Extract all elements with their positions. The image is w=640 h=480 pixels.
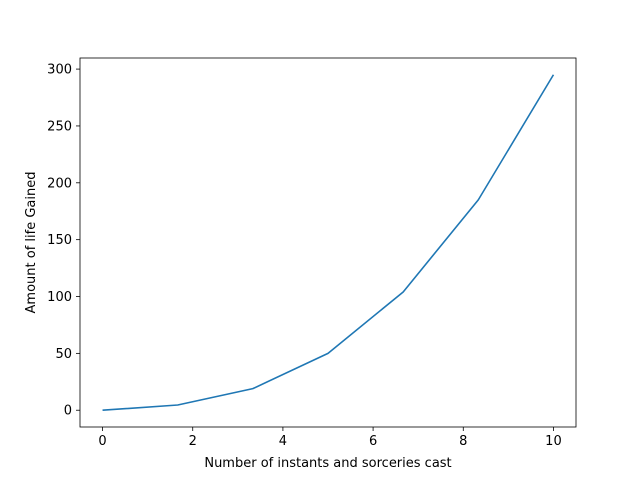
- x-axis-label: Number of instants and sorceries cast: [204, 456, 451, 471]
- y-tick-label: 300: [47, 63, 72, 78]
- x-axis-ticks: 0 2 4 6 8 10: [98, 427, 562, 449]
- x-tick-label: 10: [545, 434, 562, 449]
- y-tick-label: 200: [47, 176, 72, 191]
- x-tick-label: 2: [189, 434, 197, 449]
- series-line-0: [102, 74, 555, 412]
- x-tick-label: 4: [279, 434, 287, 449]
- y-tick-label: 0: [64, 404, 72, 419]
- y-tick-label: 150: [47, 233, 72, 248]
- series-layer: [102, 74, 555, 412]
- y-tick-label: 250: [47, 119, 72, 134]
- x-tick-label: 0: [98, 434, 106, 449]
- y-tick-label: 100: [47, 290, 72, 305]
- x-tick-label: 6: [369, 434, 377, 449]
- y-axis-label: Amount of life Gained: [24, 172, 39, 314]
- plot-area: [80, 58, 576, 427]
- x-tick-label: 8: [459, 434, 467, 449]
- y-tick-label: 50: [55, 347, 72, 362]
- plot-frame: [79, 57, 577, 428]
- y-axis-ticks: 0 50 100 150 200 250 300: [47, 63, 80, 419]
